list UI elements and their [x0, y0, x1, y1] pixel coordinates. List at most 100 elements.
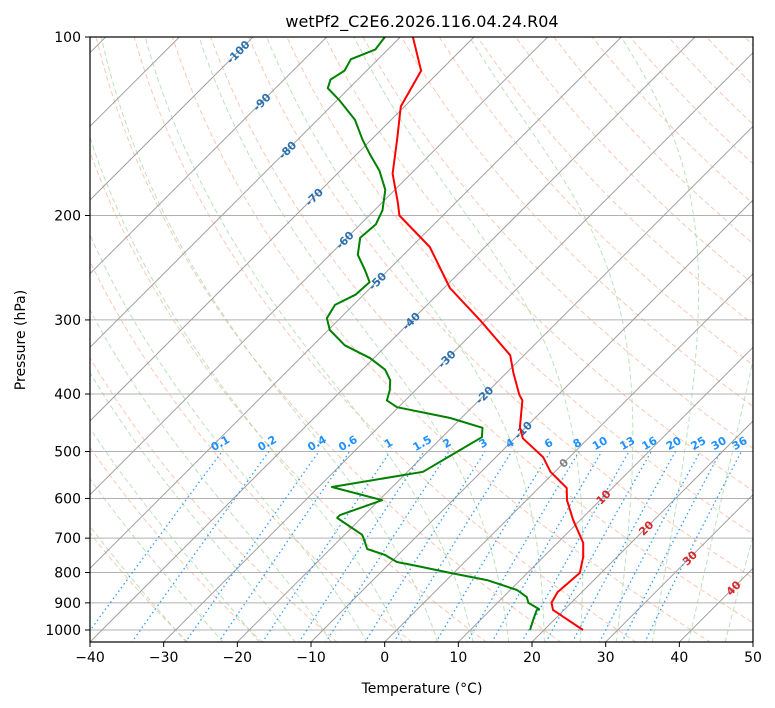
isotherm-line	[90, 37, 622, 570]
y-axis-label: Pressure (hPa)	[13, 290, 29, 390]
profiles	[325, 37, 585, 631]
dry-adiabat	[210, 37, 753, 624]
mixing-ratio-label: 36	[730, 434, 750, 453]
moist-adiabat	[469, 37, 634, 642]
dry-adiabat	[400, 37, 753, 408]
y-tick-label: 400	[54, 387, 81, 403]
moist-adiabat	[90, 477, 224, 642]
isotherm-line	[90, 37, 475, 422]
mixing-ratio-line	[598, 451, 701, 642]
dry-adiabat	[362, 37, 753, 449]
isotherm-line	[90, 37, 328, 275]
mixing-ratio-label: 16	[640, 434, 660, 453]
mixing-ratio-line	[621, 451, 722, 642]
mixing-ratio-line	[90, 451, 223, 632]
isotherm-line	[457, 346, 753, 642]
dry-adiabat	[515, 37, 753, 285]
moist-adiabat	[90, 427, 260, 642]
mixing-ratio-label: 25	[689, 434, 709, 453]
temperature-profile	[391, 37, 585, 631]
y-tick-label: 100	[54, 30, 81, 46]
mixing-ratio-label: 10	[590, 434, 610, 453]
plot-frame	[89, 36, 754, 643]
moist-adiabat	[90, 233, 368, 642]
y-tick-label: 1000	[45, 623, 81, 639]
mixing-ratio-line	[218, 451, 351, 642]
dry-adiabat	[706, 37, 753, 86]
isotherm-line	[162, 51, 753, 642]
dry-adiabat	[90, 532, 189, 642]
y-tick-label: 900	[54, 596, 81, 612]
dry-adiabat	[90, 446, 263, 642]
mixing-ratio-line	[184, 451, 320, 642]
mixing-ratio-label: 13	[617, 434, 637, 453]
x-tick-label: 50	[744, 650, 762, 666]
isotherm-line	[236, 125, 753, 642]
dry-adiabat	[90, 150, 488, 642]
mixing-ratio-line	[364, 451, 486, 642]
isotherm-line	[90, 37, 549, 496]
moist-adiabat	[90, 308, 332, 642]
dry-adiabat	[248, 37, 753, 579]
x-tick-label: −30	[149, 650, 179, 666]
x-tick-label: 30	[597, 650, 615, 666]
mixing-ratio-label: 1	[382, 436, 395, 451]
moist-adiabat	[620, 37, 700, 642]
isotherm-line	[90, 37, 254, 201]
moist-adiabat	[198, 37, 510, 642]
isotherm-line	[604, 493, 753, 642]
isotherm-label: 0	[557, 456, 572, 471]
y-tick-label: 800	[54, 566, 81, 582]
mixing-ratio-line	[393, 451, 513, 642]
y-tick-label: 200	[54, 209, 81, 225]
y-tick-label: 300	[54, 313, 81, 329]
dry-adiabat	[324, 37, 753, 492]
isotherm-label: -100	[224, 38, 253, 67]
moist-adiabat	[724, 535, 753, 642]
mixing-ratio-label: 6	[542, 436, 555, 451]
mixing-ratio-label: 0.2	[255, 433, 278, 454]
isotherm-label: -80	[276, 138, 299, 161]
isotherm-line	[531, 420, 753, 642]
x-tick-label: 0	[380, 650, 389, 666]
dry-adiabat	[95, 37, 562, 642]
x-tick-label: −20	[223, 650, 253, 666]
y-tick-label: 600	[54, 491, 81, 507]
isotherm-line	[310, 199, 753, 642]
dry-adiabat	[438, 37, 753, 366]
moist-adiabat	[688, 357, 753, 642]
mixing-ratio-label: 20	[664, 434, 684, 453]
mixing-ratio-label: 1.5	[411, 433, 434, 454]
mixing-ratio-label: 30	[709, 434, 729, 453]
dry-adiabat	[90, 356, 338, 642]
moist-adiabat	[90, 135, 403, 642]
x-tick-label: 20	[523, 650, 541, 666]
isotherm-line	[90, 37, 696, 642]
y-tick-label: 700	[54, 531, 81, 547]
y-tick-label: 500	[54, 444, 81, 460]
dry-adiabat	[591, 37, 753, 205]
moist-adiabat	[144, 37, 474, 642]
x-tick-label: 40	[670, 650, 688, 666]
chart-title: wetPf2_C2E6.2026.116.04.24.R04	[285, 12, 558, 32]
moist-adiabat	[100, 37, 439, 642]
mixing-ratio-label: 0.6	[336, 433, 360, 454]
dry-adiabat	[553, 37, 753, 244]
mixing-ratio-line	[298, 451, 425, 642]
isotherm-line	[383, 272, 753, 642]
dry-adiabat	[171, 37, 712, 642]
moist-adiabat	[353, 37, 584, 642]
x-tick-label: −10	[296, 650, 326, 666]
axes: −40 −30 −20 −10 0 10 20 30 40 5010020030040050060…	[45, 30, 762, 666]
mixing-ratio-line	[571, 451, 677, 642]
background-lines	[90, 37, 753, 642]
x-tick-label: −40	[75, 650, 105, 666]
dry-adiabat	[668, 37, 753, 126]
dry-adiabat	[744, 37, 753, 47]
mixing-ratio-line	[325, 451, 450, 642]
mixing-ratio-line	[261, 451, 391, 642]
mixing-ratio-line	[435, 451, 552, 642]
dewpoint-profile	[325, 37, 541, 631]
x-tick-label: 10	[449, 650, 467, 666]
